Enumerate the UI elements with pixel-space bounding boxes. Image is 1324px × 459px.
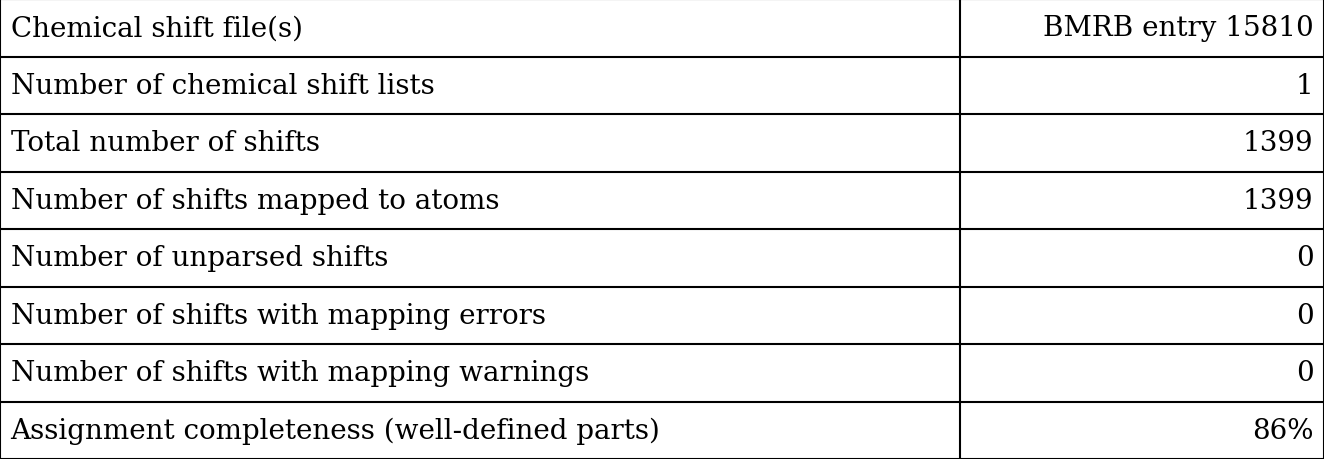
Text: 0: 0: [1296, 359, 1313, 386]
Text: Number of shifts with mapping errors: Number of shifts with mapping errors: [11, 302, 545, 329]
Text: Total number of shifts: Total number of shifts: [11, 130, 319, 157]
Text: 0: 0: [1296, 245, 1313, 272]
Text: BMRB entry 15810: BMRB entry 15810: [1043, 15, 1313, 42]
Text: Chemical shift file(s): Chemical shift file(s): [11, 15, 303, 42]
Text: 1399: 1399: [1243, 187, 1313, 214]
Text: 1: 1: [1296, 73, 1313, 100]
Text: Number of shifts with mapping warnings: Number of shifts with mapping warnings: [11, 359, 589, 386]
Text: Assignment completeness (well-defined parts): Assignment completeness (well-defined pa…: [11, 417, 661, 444]
Text: 0: 0: [1296, 302, 1313, 329]
Text: Number of unparsed shifts: Number of unparsed shifts: [11, 245, 388, 272]
Text: 1399: 1399: [1243, 130, 1313, 157]
Text: Number of chemical shift lists: Number of chemical shift lists: [11, 73, 434, 100]
Text: 86%: 86%: [1253, 417, 1313, 444]
Text: Number of shifts mapped to atoms: Number of shifts mapped to atoms: [11, 187, 499, 214]
